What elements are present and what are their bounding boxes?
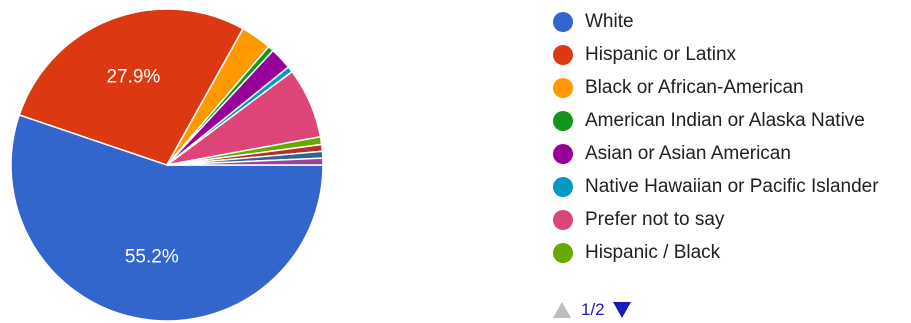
- legend-item-white: White: [553, 5, 911, 38]
- chart-legend: White Hispanic or Latinx Black or Africa…: [553, 5, 911, 269]
- legend-swatch-icon: [553, 209, 573, 230]
- pie-slice-labels: 55.2% 27.9%: [106, 67, 178, 268]
- legend-label: Hispanic / Black: [585, 241, 721, 263]
- legend-label: Black or African-American: [585, 76, 804, 98]
- pie-slice-label-white: 55.2%: [125, 246, 179, 267]
- legend-item-asian-or-asian-american: Asian or Asian American: [553, 137, 911, 170]
- legend-swatch-icon: [553, 77, 573, 98]
- triangle-up-icon[interactable]: [553, 302, 571, 318]
- legend-swatch-icon: [553, 44, 573, 65]
- legend-swatch-icon: [553, 143, 573, 164]
- legend-label: Prefer not to say: [585, 208, 725, 230]
- legend-swatch-icon: [553, 242, 573, 263]
- legend-item-hispanic-or-latinx: Hispanic or Latinx: [553, 38, 911, 71]
- legend-item-black-or-african-american: Black or African-American: [553, 71, 911, 104]
- legend-item-native-hawaiian-or-pacific-islander: Native Hawaiian or Pacific Islander: [553, 170, 911, 203]
- legend-item-american-indian-or-alaska-native: American Indian or Alaska Native: [553, 104, 911, 137]
- pie-slice-slice-10: [166, 157, 324, 166]
- legend-label: Asian or Asian American: [585, 142, 791, 164]
- pie-slice-white: [10, 113, 324, 322]
- pager-page-indicator: 1/2: [581, 300, 605, 319]
- legend-swatch-icon: [553, 176, 573, 197]
- legend-label: Native Hawaiian or Pacific Islander: [585, 175, 879, 197]
- legend-item-prefer-not-to-say: Prefer not to say: [553, 203, 911, 236]
- pie-slice-hispanic-or-latinx: [18, 8, 245, 166]
- legend-label: American Indian or Alaska Native: [585, 109, 865, 131]
- pie-chart: 55.2% 27.9%: [10, 8, 324, 322]
- legend-label: Hispanic or Latinx: [585, 43, 737, 65]
- pie-slices: [10, 8, 324, 322]
- legend-swatch-icon: [553, 11, 573, 32]
- legend-label: White: [585, 10, 634, 32]
- pie-slice-label-hispanic-or-latinx: 27.9%: [106, 67, 160, 88]
- legend-swatch-icon: [553, 110, 573, 131]
- legend-item-hispanic-black: Hispanic / Black: [553, 236, 911, 269]
- triangle-down-icon[interactable]: [612, 302, 631, 318]
- legend-pager: 1/2: [553, 299, 631, 321]
